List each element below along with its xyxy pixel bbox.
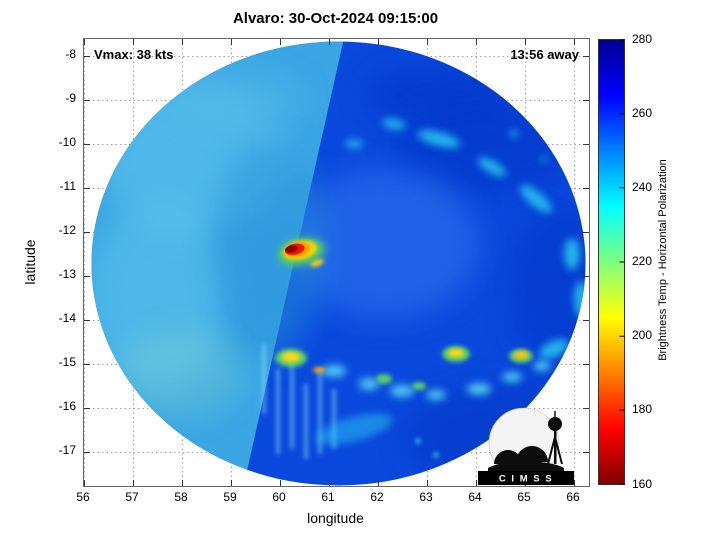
colorbar-tick-label: 200 <box>632 328 653 342</box>
satellite-swath-image <box>84 39 589 486</box>
x-tick-label: 58 <box>174 490 188 504</box>
time-away-annotation: 13:56 away <box>510 47 579 62</box>
y-tick-label: -16 <box>58 399 76 413</box>
y-tick-label: -11 <box>59 179 76 193</box>
tower-icon <box>554 429 557 464</box>
colorbar-tick-marks <box>619 39 625 485</box>
cimss-logo-text: C I M S S <box>499 474 553 485</box>
x-tick-label: 57 <box>125 490 139 504</box>
y-tick-label: -9 <box>65 91 76 105</box>
x-axis-label: longitude <box>307 510 364 526</box>
yellow-convective-cells <box>282 349 528 373</box>
shower-cell-row <box>322 361 551 400</box>
x-tick-label: 66 <box>566 490 580 504</box>
y-tick-label: -14 <box>58 311 76 325</box>
deep-convection-hot-spot <box>277 238 326 266</box>
x-tick-label: 59 <box>223 490 237 504</box>
radome-icon <box>516 446 548 462</box>
plot-area: Vmax: 38 kts 13:56 away C I M S S <box>83 38 590 487</box>
plot-title: Alvaro: 30-Oct-2024 09:15:00 <box>232 10 439 27</box>
cimss-logo: C I M S S <box>478 407 574 485</box>
yellow-streak <box>310 259 324 267</box>
cyan-rainband-wisps <box>315 118 586 445</box>
x-tick-label: 61 <box>321 490 335 504</box>
x-tick-label: 62 <box>370 490 384 504</box>
colorbar-tick-label: 260 <box>632 106 653 120</box>
colorbar-tick-label: 220 <box>632 254 653 268</box>
x-tick-label: 63 <box>419 490 433 504</box>
y-tick-label: -15 <box>58 355 76 369</box>
cimss-logo-band <box>478 471 574 485</box>
colorbar-tick-label: 180 <box>632 402 653 416</box>
y-tick-label: -17 <box>58 443 76 457</box>
colorbar <box>598 39 625 485</box>
y-tick-label: -8 <box>65 47 76 61</box>
radome-icon <box>494 450 522 464</box>
x-tick-label: 64 <box>468 490 482 504</box>
y-tick-label: -13 <box>58 267 76 281</box>
seam-scan-noise <box>262 344 336 459</box>
colorbar-label: Brightness Temp - Horizontal Polarizatio… <box>657 159 669 361</box>
x-tick-label: 60 <box>272 490 286 504</box>
y-tick-label: -12 <box>58 223 76 237</box>
tower-dome-icon <box>548 417 562 431</box>
y-axis-label: latitude <box>22 239 38 285</box>
y-tick-label: -10 <box>58 135 76 149</box>
colorbar-tick-label: 240 <box>632 180 653 194</box>
colorbar-tick-label: 160 <box>632 477 653 491</box>
colorbar-tick-label: 280 <box>632 32 653 46</box>
vmax-annotation: Vmax: 38 kts <box>94 47 174 62</box>
x-tick-label: 65 <box>517 490 531 504</box>
cimss-logo-silhouette <box>488 411 564 472</box>
x-tick-label: 56 <box>76 490 90 504</box>
